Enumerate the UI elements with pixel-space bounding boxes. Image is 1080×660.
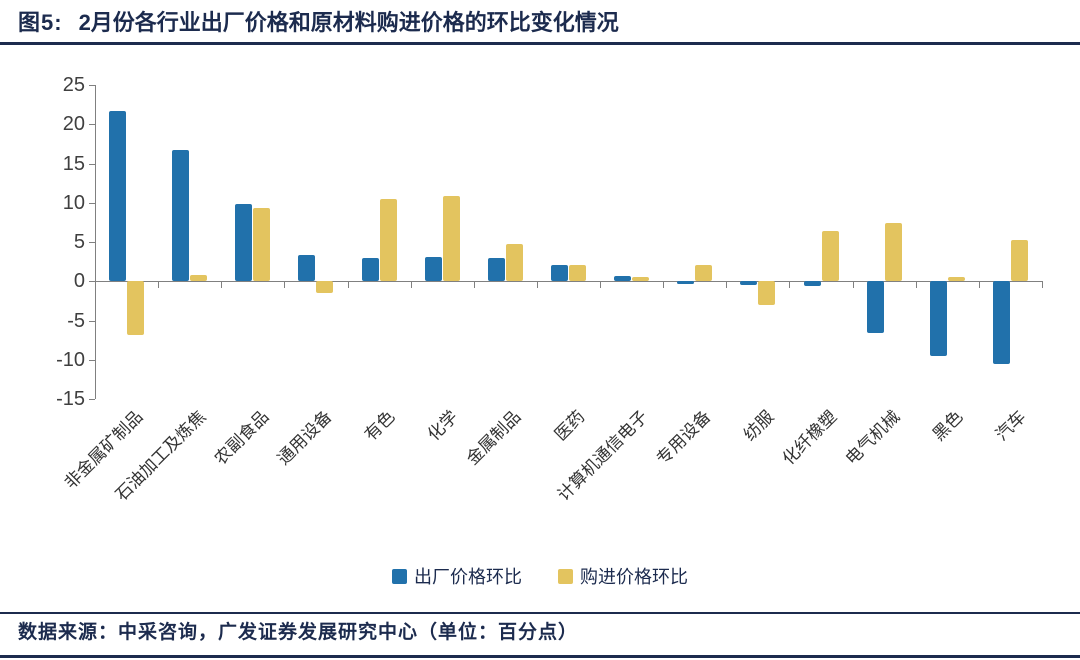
footer-top-divider: [0, 612, 1080, 614]
y-tick-label: -10: [56, 348, 85, 371]
legend-swatch: [558, 568, 573, 584]
bar-producer: [235, 204, 253, 282]
bar-purchase: [1010, 239, 1028, 282]
x-axis-tick: [600, 281, 602, 289]
bar-producer: [172, 150, 190, 282]
x-axis-tick: [978, 281, 980, 289]
bar-purchase: [316, 281, 334, 294]
y-axis-tick: [89, 163, 95, 165]
x-axis-tick: [915, 281, 917, 289]
bar-producer: [298, 254, 316, 282]
chart-legend: 出厂价格环比 购进价格环比: [0, 563, 1080, 589]
title-divider: [0, 42, 1080, 45]
y-tick-label: -15: [56, 388, 85, 410]
bar-producer: [361, 258, 379, 282]
bar-producer: [866, 281, 884, 334]
y-tick-label: -5: [67, 309, 85, 332]
y-axis-tick: [89, 399, 95, 400]
y-tick-label: 20: [62, 113, 85, 136]
bar-purchase: [505, 243, 523, 282]
y-tick-label: 0: [73, 270, 85, 293]
bar-producer: [424, 256, 442, 282]
bar-purchase: [190, 274, 208, 282]
y-axis-tick: [89, 124, 95, 126]
bar-purchase: [253, 208, 271, 282]
y-axis-tick: [89, 85, 95, 86]
x-axis-zero-line: [95, 281, 1042, 283]
bar-purchase: [442, 195, 460, 282]
y-tick-label: 15: [62, 152, 85, 175]
y-axis-tick: [89, 281, 95, 283]
x-axis-tick: [347, 281, 349, 289]
bar-purchase: [127, 281, 145, 335]
bar-producer: [614, 275, 632, 282]
y-axis-tick: [89, 242, 95, 243]
bar-producer: [109, 110, 127, 282]
x-axis-tick: [95, 281, 96, 289]
chart-area: 25 20 15 10 5 0 -5 -10 -15 非金属矿制品 石油加工及炼焦 农副食品 通用设备有…: [0, 45, 1080, 560]
y-axis-tick: [89, 202, 95, 204]
bar-purchase: [695, 264, 713, 282]
legend-item: 购进价格环比: [558, 563, 688, 589]
x-axis-tick: [410, 281, 412, 289]
x-axis-tick: [284, 281, 286, 289]
bar-producer: [551, 264, 568, 282]
bar-producer: [487, 258, 505, 282]
x-axis-tick: [221, 281, 223, 289]
figure-title: 2月份各行业出厂价格和原材料购进价格的环比变化情况: [78, 10, 619, 35]
footer-bottom-divider: [0, 655, 1080, 658]
legend-item: 出厂价格环比: [392, 563, 522, 589]
data-source-text: 数据来源：中采咨询，广发证券发展研究中心（单位：百分点）: [18, 622, 579, 643]
bar-purchase: [758, 281, 776, 305]
bar-purchase: [821, 231, 839, 282]
y-axis-line: [95, 85, 96, 399]
bar-producer: [929, 281, 947, 356]
y-tick-label: 10: [62, 191, 85, 214]
legend-swatch: [392, 568, 407, 584]
bar-producer: [803, 281, 821, 286]
y-axis-tick: [89, 359, 95, 361]
bar-producer: [677, 281, 695, 285]
x-axis-tick: [473, 281, 475, 289]
x-axis-tick: [1042, 281, 1043, 289]
bar-purchase: [569, 264, 586, 282]
bar-purchase: [632, 277, 650, 282]
x-axis-tick: [852, 281, 854, 289]
legend-label: 出厂价格环比: [414, 567, 522, 587]
bar-purchase: [379, 198, 397, 282]
x-axis-tick: [789, 281, 791, 289]
x-axis-tick: [663, 281, 665, 289]
y-tick-label: 25: [62, 74, 85, 96]
figure-title-row: 图5: 2月份各行业出厂价格和原材料购进价格的环比变化情况: [18, 8, 1070, 38]
figure-number-label: 图5:: [18, 10, 63, 35]
y-tick-label: 5: [73, 231, 85, 253]
x-axis-tick: [726, 281, 728, 289]
x-axis-tick: [158, 281, 160, 289]
bar-purchase: [884, 223, 902, 282]
bar-purchase: [947, 276, 965, 282]
legend-label: 购进价格环比: [580, 567, 688, 587]
x-axis-tick: [536, 281, 538, 289]
bar-producer: [992, 281, 1010, 365]
y-axis-tick: [89, 320, 95, 322]
bar-producer: [740, 281, 758, 286]
